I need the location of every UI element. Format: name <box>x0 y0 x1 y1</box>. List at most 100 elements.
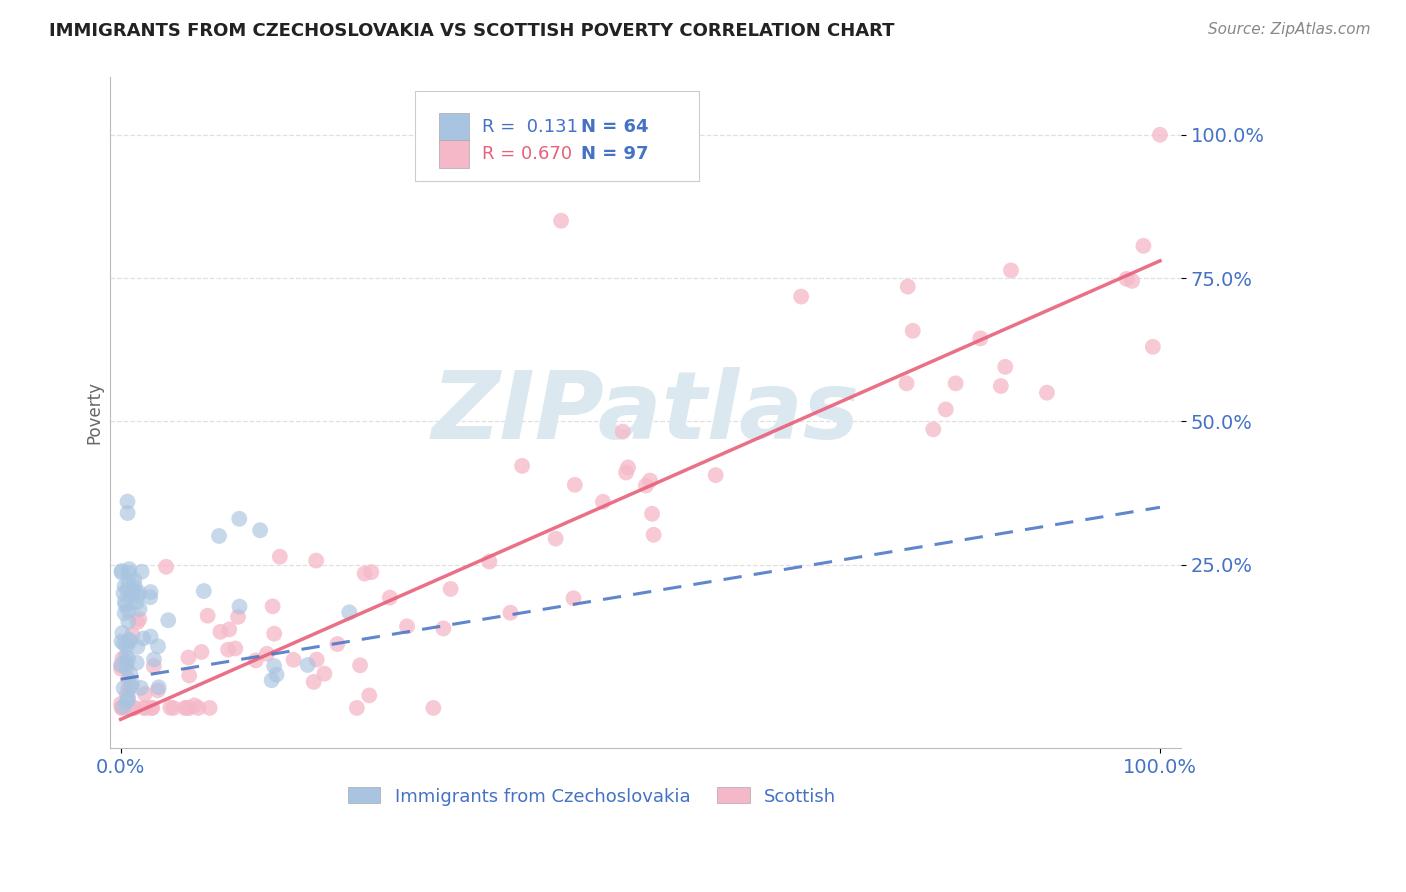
Point <box>592 495 614 509</box>
Point <box>183 698 205 713</box>
FancyBboxPatch shape <box>439 113 468 141</box>
Point <box>217 642 239 657</box>
Point <box>110 701 132 715</box>
Point <box>353 566 375 581</box>
Point <box>114 594 136 608</box>
Point <box>395 619 418 633</box>
Point <box>218 623 240 637</box>
Point <box>111 651 134 665</box>
Point <box>110 566 132 580</box>
Point <box>117 506 139 520</box>
Point <box>118 574 141 589</box>
Point <box>131 565 153 579</box>
Point <box>262 599 284 614</box>
Point <box>305 652 328 666</box>
Point <box>114 598 136 612</box>
Point <box>111 564 134 578</box>
Point <box>117 494 139 508</box>
Point <box>112 699 135 714</box>
Text: R = 0.670: R = 0.670 <box>482 145 572 163</box>
Point <box>208 529 231 543</box>
Point <box>1132 239 1154 253</box>
Point <box>112 636 135 650</box>
Point <box>349 658 371 673</box>
Text: R =  0.131: R = 0.131 <box>482 118 578 136</box>
Point <box>302 674 325 689</box>
Point <box>111 658 134 673</box>
Point <box>146 683 169 698</box>
Point <box>110 657 132 672</box>
Point <box>346 701 368 715</box>
Point <box>115 657 138 671</box>
Point <box>209 624 232 639</box>
Point <box>1142 340 1164 354</box>
Point <box>127 615 149 630</box>
Point <box>127 640 149 654</box>
Point <box>120 590 142 604</box>
Point <box>141 701 163 715</box>
Point <box>256 647 278 661</box>
Point <box>128 602 150 616</box>
Point <box>922 422 945 436</box>
Y-axis label: Poverty: Poverty <box>86 381 103 444</box>
Point <box>245 653 267 667</box>
Point <box>110 662 132 676</box>
Text: Source: ZipAtlas.com: Source: ZipAtlas.com <box>1208 22 1371 37</box>
Point <box>176 701 198 715</box>
Point <box>132 632 155 646</box>
Point <box>510 458 533 473</box>
Point <box>112 681 135 695</box>
Point <box>121 628 143 642</box>
Point <box>1036 385 1059 400</box>
Point <box>117 673 139 687</box>
Point <box>499 606 522 620</box>
Point <box>117 693 139 707</box>
Point <box>127 588 149 602</box>
Point <box>945 376 967 391</box>
Point <box>562 591 585 606</box>
Point <box>120 679 142 693</box>
Point <box>1000 263 1022 277</box>
Point <box>478 555 501 569</box>
Point <box>135 701 157 715</box>
Point <box>117 701 139 715</box>
Point <box>432 622 454 636</box>
Point <box>634 478 657 492</box>
Point <box>157 613 180 627</box>
Point <box>110 634 132 648</box>
Point <box>969 331 991 345</box>
Point <box>638 474 661 488</box>
Point <box>148 681 170 695</box>
FancyBboxPatch shape <box>439 140 468 168</box>
Point <box>266 667 288 681</box>
Point <box>269 549 291 564</box>
Point <box>122 701 145 715</box>
Point <box>897 279 920 293</box>
Point <box>337 605 360 619</box>
Point <box>129 681 152 695</box>
Point <box>422 701 444 715</box>
Point <box>260 673 283 688</box>
Point <box>115 695 138 709</box>
Point <box>179 668 201 682</box>
Point <box>128 585 150 599</box>
Point <box>111 626 134 640</box>
Point <box>117 690 139 705</box>
Point <box>110 697 132 711</box>
Point <box>174 701 197 715</box>
Point <box>1121 274 1143 288</box>
Point <box>124 580 146 594</box>
Point <box>263 626 285 640</box>
Point <box>142 659 165 673</box>
Point <box>121 676 143 690</box>
Point <box>550 213 572 227</box>
Point <box>112 657 135 671</box>
Point <box>114 607 136 621</box>
Point <box>378 591 401 605</box>
Point <box>326 637 349 651</box>
Point <box>249 523 271 537</box>
Point <box>283 653 305 667</box>
Point <box>187 701 209 715</box>
Point <box>360 565 382 579</box>
Point <box>228 512 250 526</box>
